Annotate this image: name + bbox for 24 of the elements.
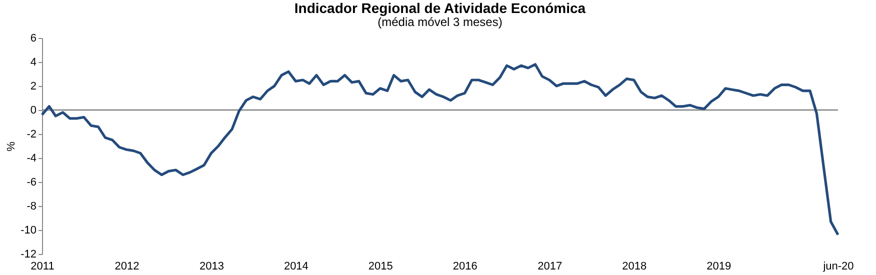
x-tick-label: 2016 [452,260,478,272]
line-series [40,63,840,236]
y-tick-label: -12 [20,248,36,260]
x-tick-label: 2011 [30,260,54,272]
x-tick-label: jun-20 [822,260,854,272]
y-tick-label: -2 [26,128,36,140]
x-tick-label: 2018 [622,260,647,272]
y-tick-label: -4 [26,152,36,164]
chart-subtitle: (média móvel 3 meses) [378,15,502,29]
y-tick-label: 2 [30,80,36,92]
x-tick-label: 2019 [706,260,732,272]
x-tick-label: 2013 [199,260,224,272]
y-tick-label: -6 [26,176,36,188]
y-tick-label: -10 [20,224,36,236]
chart-title: Indicador Regional de Atividade Económica [294,0,586,16]
x-tick-label: 2017 [538,260,562,272]
y-tick-label: 6 [30,32,36,44]
x-tick-label: 2014 [284,260,308,272]
x-tick-label: 2015 [368,260,393,272]
y-axis-title: % [6,141,18,152]
y-tick-label: 0 [30,104,36,116]
y-tick-label: -8 [26,200,36,212]
x-tick-label: 2012 [114,260,140,272]
y-tick-label: 4 [30,56,36,68]
